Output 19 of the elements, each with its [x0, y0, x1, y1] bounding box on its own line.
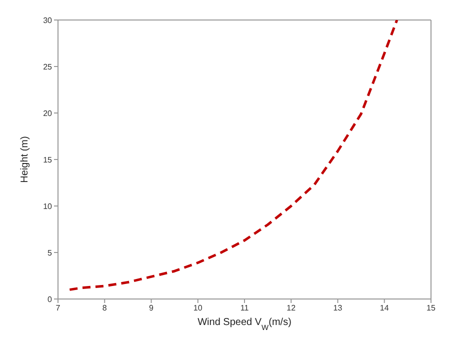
- x-tick-label: 13: [333, 304, 343, 313]
- x-tick-label: 8: [102, 304, 108, 313]
- x-tick-label: 10: [193, 304, 203, 313]
- y-tick-label: 10: [43, 202, 53, 211]
- x-tick-label: 12: [286, 304, 296, 313]
- x-tick-label: 14: [380, 304, 390, 313]
- y-tick-label: 5: [48, 248, 53, 258]
- y-tick-label: 20: [43, 108, 53, 118]
- y-tick-label: 0: [48, 294, 53, 304]
- y-tick-label: 25: [43, 62, 53, 72]
- x-axis-title: Wind Speed V$_{W}$(m/s): [198, 317, 292, 332]
- x-tick-label: 15: [426, 304, 436, 313]
- y-axis-title: Height (m): [20, 136, 31, 183]
- x-tick-label: 9: [149, 304, 154, 313]
- line-series: [68, 20, 398, 291]
- y-tick-label: 30: [43, 16, 53, 25]
- y-tick-label: 15: [43, 155, 53, 164]
- x-tick-label: 11: [240, 304, 250, 313]
- x-tick-label: 7: [56, 304, 61, 313]
